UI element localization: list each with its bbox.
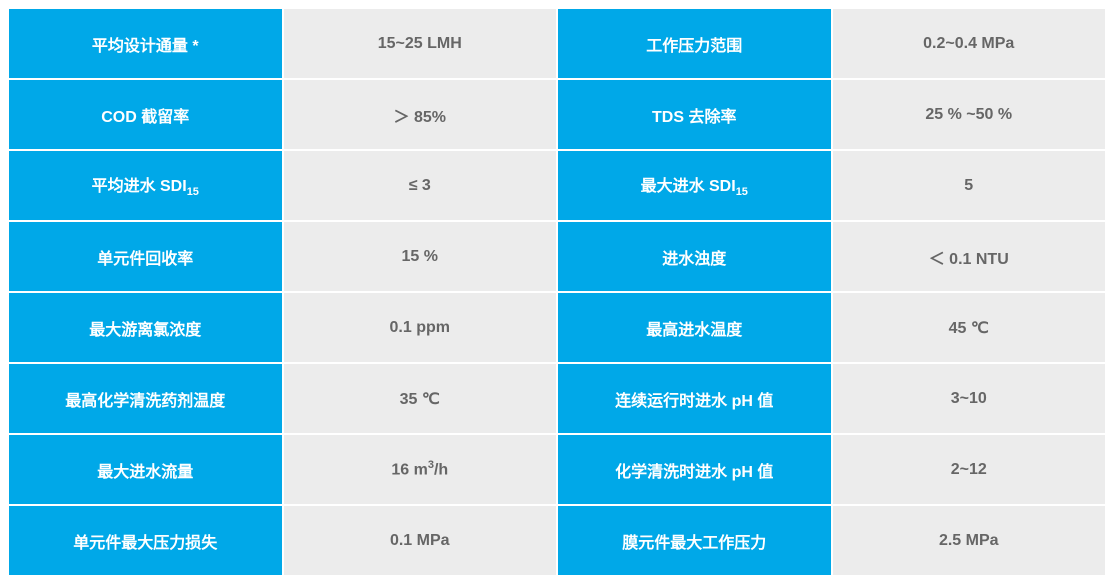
label-cell: 最大游离氯浓度 [8, 292, 283, 363]
value-cell: 0.1 ppm [283, 292, 558, 363]
label-cell: 最高化学清洗药剂温度 [8, 363, 283, 434]
value-cell: 15~25 LMH [283, 8, 558, 79]
table-row: COD 截留率＞ 85%TDS 去除率25 % ~50 % [8, 79, 1106, 150]
label-cell: 连续运行时进水 pH 值 [557, 363, 832, 434]
label-cell: 最高进水温度 [557, 292, 832, 363]
value-cell: 15 % [283, 221, 558, 292]
spec-table-body: 平均设计通量 *15~25 LMH工作压力范围0.2~0.4 MPaCOD 截留… [8, 8, 1106, 576]
value-cell: 0.2~0.4 MPa [832, 8, 1107, 79]
label-cell: 工作压力范围 [557, 8, 832, 79]
label-cell: 单元件最大压力损失 [8, 505, 283, 576]
value-cell: 2~12 [832, 434, 1107, 505]
spec-table: 平均设计通量 *15~25 LMH工作压力范围0.2~0.4 MPaCOD 截留… [8, 8, 1106, 576]
label-cell: 最大进水流量 [8, 434, 283, 505]
value-cell: 45 ℃ [832, 292, 1107, 363]
label-cell: 化学清洗时进水 pH 值 [557, 434, 832, 505]
table-row: 最大进水流量16 m3/h化学清洗时进水 pH 值2~12 [8, 434, 1106, 505]
table-row: 平均进水 SDI15≤ 3最大进水 SDI155 [8, 150, 1106, 221]
label-cell: COD 截留率 [8, 79, 283, 150]
label-cell: TDS 去除率 [557, 79, 832, 150]
value-cell: 5 [832, 150, 1107, 221]
label-cell: 单元件回收率 [8, 221, 283, 292]
value-cell: 3~10 [832, 363, 1107, 434]
value-cell: 2.5 MPa [832, 505, 1107, 576]
label-cell: 最大进水 SDI15 [557, 150, 832, 221]
table-row: 最大游离氯浓度0.1 ppm最高进水温度45 ℃ [8, 292, 1106, 363]
value-cell: ＞ 85% [283, 79, 558, 150]
value-cell: 25 % ~50 % [832, 79, 1107, 150]
table-row: 单元件回收率15 %进水浊度＜ 0.1 NTU [8, 221, 1106, 292]
table-row: 单元件最大压力损失0.1 MPa膜元件最大工作压力2.5 MPa [8, 505, 1106, 576]
value-cell: 35 ℃ [283, 363, 558, 434]
label-cell: 膜元件最大工作压力 [557, 505, 832, 576]
label-cell: 平均设计通量 * [8, 8, 283, 79]
table-row: 平均设计通量 *15~25 LMH工作压力范围0.2~0.4 MPa [8, 8, 1106, 79]
table-row: 最高化学清洗药剂温度35 ℃连续运行时进水 pH 值3~10 [8, 363, 1106, 434]
label-cell: 平均进水 SDI15 [8, 150, 283, 221]
value-cell: 16 m3/h [283, 434, 558, 505]
label-cell: 进水浊度 [557, 221, 832, 292]
value-cell: ＜ 0.1 NTU [832, 221, 1107, 292]
value-cell: ≤ 3 [283, 150, 558, 221]
value-cell: 0.1 MPa [283, 505, 558, 576]
